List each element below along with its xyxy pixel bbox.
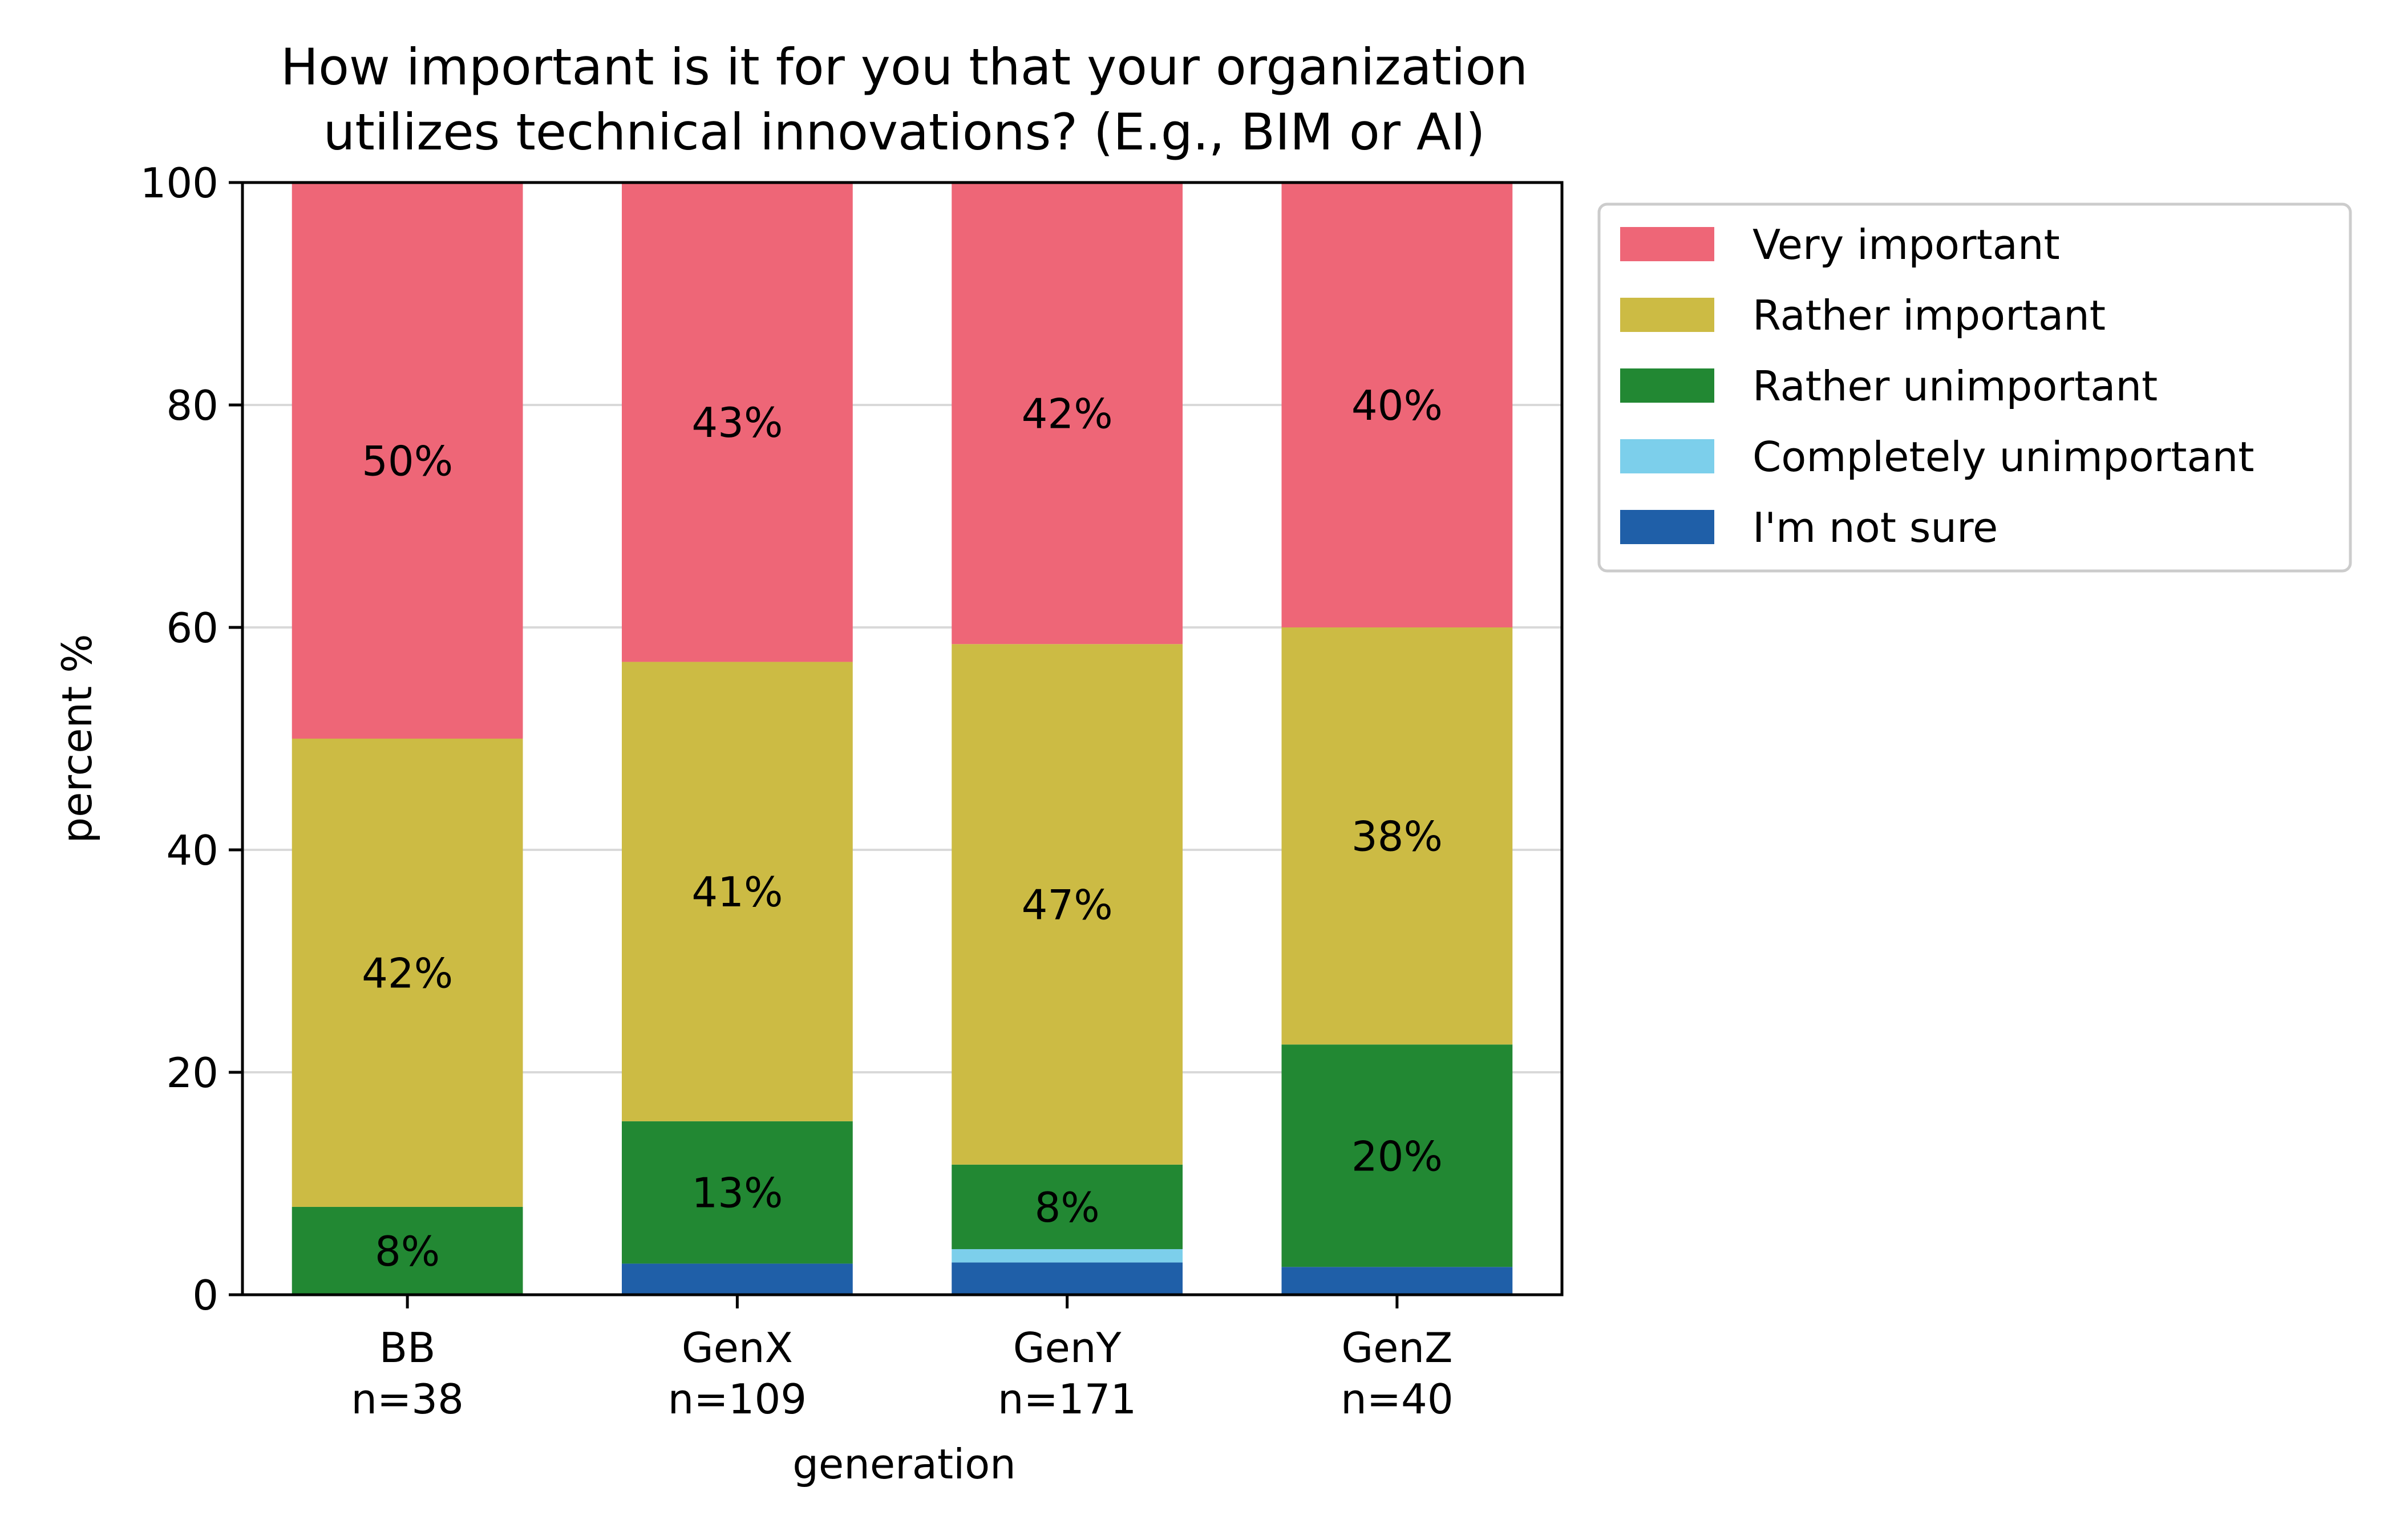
bar-segment-geny-very-important (952, 183, 1183, 645)
data-label-geny-rather-important: 47% (1022, 881, 1113, 929)
y-tick-label-60: 60 (166, 604, 218, 652)
y-tick-label-20: 20 (166, 1049, 218, 1097)
bar-segment-geny-completely-unimportant (952, 1249, 1183, 1263)
data-label-bb-rather-important: 42% (362, 949, 453, 997)
legend-swatch-rather-important (1620, 298, 1714, 332)
chart-title-line-2: utilizes technical innovations? (E.g., B… (323, 103, 1486, 161)
legend-label-completely-unimportant: Completely unimportant (1753, 433, 2254, 481)
y-axis-ticks: 0 20 40 60 80 100 (140, 159, 242, 1319)
x-axis-label: generation (792, 1440, 1016, 1488)
y-tick-label-100: 100 (140, 159, 218, 207)
legend-label-very-important: Very important (1753, 221, 2060, 269)
y-tick-label-40: 40 (166, 826, 218, 874)
legend-label-rather-unimportant: Rather unimportant (1753, 362, 2158, 410)
x-tick-label-genx: GenX (682, 1324, 793, 1372)
x-tick-sublabel-geny: n=171 (998, 1375, 1136, 1423)
legend-swatch-rather-unimportant (1620, 368, 1714, 403)
x-tick-sublabel-genz: n=40 (1341, 1375, 1454, 1423)
x-tick-label-genz: GenZ (1341, 1324, 1452, 1372)
bar-segment-genx-rather-important (621, 662, 853, 1121)
data-label-genx-rather-important: 41% (691, 868, 783, 916)
data-label-genz-rather-unimportant: 20% (1351, 1132, 1443, 1180)
y-tick-label-80: 80 (166, 382, 218, 429)
bar-segment-genz-rather-important (1281, 627, 1513, 1045)
legend-swatch-completely-unimportant (1620, 439, 1714, 473)
data-label-genx-rather-unimportant: 13% (691, 1169, 783, 1217)
data-label-bb-rather-unimportant: 8% (375, 1227, 440, 1275)
data-label-genz-rather-important: 38% (1351, 813, 1443, 861)
x-tick-sublabel-bb: n=38 (351, 1375, 464, 1423)
legend-box (1597, 202, 2352, 573)
chart-title-line-1: How important is it for you that your or… (281, 38, 1528, 96)
legend-swatch-i-m-not-sure (1620, 510, 1714, 544)
chart-title: How important is it for you that your or… (281, 38, 1528, 161)
data-labels: 8% 42% 50% 13% 41% 43% 8% 47% 42% 20% 38% 40% (362, 382, 1443, 1275)
x-tick-label-bb: BB (379, 1324, 436, 1372)
bar-segment-bb-very-important (292, 183, 523, 739)
data-label-geny-rather-unimportant: 8% (1035, 1184, 1100, 1231)
bar-segment-geny-i-m-not-sure (952, 1262, 1183, 1295)
bar-segment-geny-rather-important (952, 644, 1183, 1165)
bar-segment-genx-very-important (621, 183, 853, 662)
legend-label-rather-important: Rather important (1753, 291, 2106, 339)
bar-segment-genz-rather-unimportant (1281, 1044, 1513, 1267)
plot-frame (241, 181, 1564, 1296)
data-label-bb-very-important: 50% (362, 437, 453, 485)
legend-swatch-very-important (1620, 227, 1714, 261)
y-axis-label: percent % (53, 634, 101, 843)
data-label-geny-very-important: 42% (1022, 390, 1113, 438)
bar-segment-genx-rather-unimportant (621, 1121, 853, 1264)
data-label-genx-very-important: 43% (691, 399, 783, 447)
bar-segment-bb-rather-important (292, 739, 523, 1207)
legend-label-i-m-not-sure: I'm not sure (1753, 504, 1998, 552)
axes (241, 181, 1564, 1296)
bars (292, 183, 1513, 1295)
bar-segment-genz-i-m-not-sure (1281, 1267, 1513, 1295)
bar-segment-genx-i-m-not-sure (621, 1263, 853, 1295)
y-tick-label-0: 0 (192, 1271, 218, 1319)
data-label-genz-very-important: 40% (1351, 382, 1443, 429)
legend: Very important Rather important Rather uni… (1597, 202, 2352, 573)
x-tick-sublabel-genx: n=109 (668, 1375, 807, 1423)
bar-segment-geny-rather-unimportant (952, 1164, 1183, 1250)
bar-segment-bb-rather-unimportant (292, 1206, 523, 1295)
bar-segment-genz-very-important (1281, 183, 1513, 627)
x-tick-label-geny: GenY (1013, 1324, 1122, 1372)
